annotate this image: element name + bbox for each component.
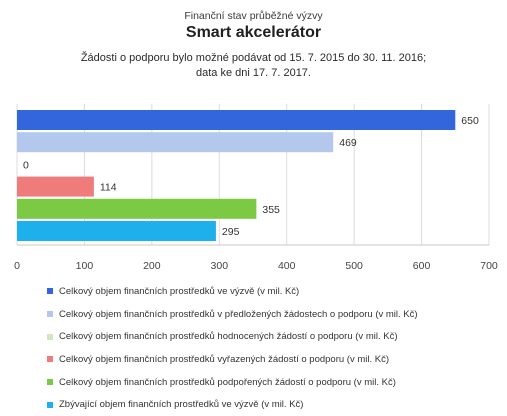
chart-subtitle-line-1: Žádosti o podporu bylo možné podávat od … xyxy=(80,52,427,64)
legend-item: Celkový objem finančních prostředků hodn… xyxy=(47,325,497,348)
x-tick-label: 300 xyxy=(211,260,229,272)
x-tick-label: 700 xyxy=(480,260,498,272)
legend-swatch-icon xyxy=(47,333,53,340)
legend-label: Zbývající objem finančních prostředků ve… xyxy=(59,399,304,411)
legend-swatch-icon xyxy=(47,288,53,295)
bar-value-label-3: 114 xyxy=(100,182,117,194)
x-tick-label: 200 xyxy=(143,260,161,272)
legend-label: Celkový objem finančních prostředků v př… xyxy=(59,308,418,320)
chart-title: Smart akcelerátor xyxy=(185,24,322,41)
chart-pretitle: Finanční stav průběžné výzvy xyxy=(184,10,323,22)
x-tick-label: 500 xyxy=(345,260,363,272)
bar-5 xyxy=(17,221,216,241)
legend-item: Zbývající objem finančních prostředků ve… xyxy=(47,393,497,416)
bar-4 xyxy=(17,198,257,219)
legend-swatch-icon xyxy=(47,379,53,386)
legend-label: Celkový objem finančních prostředků podp… xyxy=(59,376,396,388)
legend-swatch-icon xyxy=(47,401,53,408)
legend-item: Celkový objem finančních prostředků ve v… xyxy=(47,280,497,303)
bar-value-label-0: 650 xyxy=(461,115,479,127)
chart-subtitle-line-2: data ke dni 17. 7. 2017. xyxy=(196,67,311,79)
legend-swatch-icon xyxy=(47,356,53,363)
legend-item: Celkový objem finančních prostředků v př… xyxy=(47,303,497,326)
bar-value-label-5: 295 xyxy=(222,226,240,238)
bar-3 xyxy=(17,176,94,197)
bar-value-label-1: 469 xyxy=(339,137,357,149)
chart-legend: Celkový objem finančních prostředků ve v… xyxy=(47,280,497,416)
legend-label: Celkový objem finančních prostředků ve v… xyxy=(59,285,300,297)
bar-value-label-4: 355 xyxy=(262,204,280,216)
x-tick-label: 400 xyxy=(278,260,296,272)
bar-0 xyxy=(17,110,456,130)
x-tick-label: 600 xyxy=(413,260,431,272)
legend-item: Celkový objem finančních prostředků vyřa… xyxy=(47,348,497,371)
legend-label: Celkový objem finančních prostředků vyřa… xyxy=(59,353,390,365)
bar-1 xyxy=(17,132,334,153)
legend-swatch-icon xyxy=(47,311,53,318)
legend-label: Celkový objem finančních prostředků hodn… xyxy=(59,331,398,343)
bar-value-label-2: 0 xyxy=(23,159,29,171)
x-tick-label: 100 xyxy=(76,260,94,272)
legend-item: Celkový objem finančních prostředků podp… xyxy=(47,371,497,394)
x-tick-label: 0 xyxy=(14,260,20,272)
